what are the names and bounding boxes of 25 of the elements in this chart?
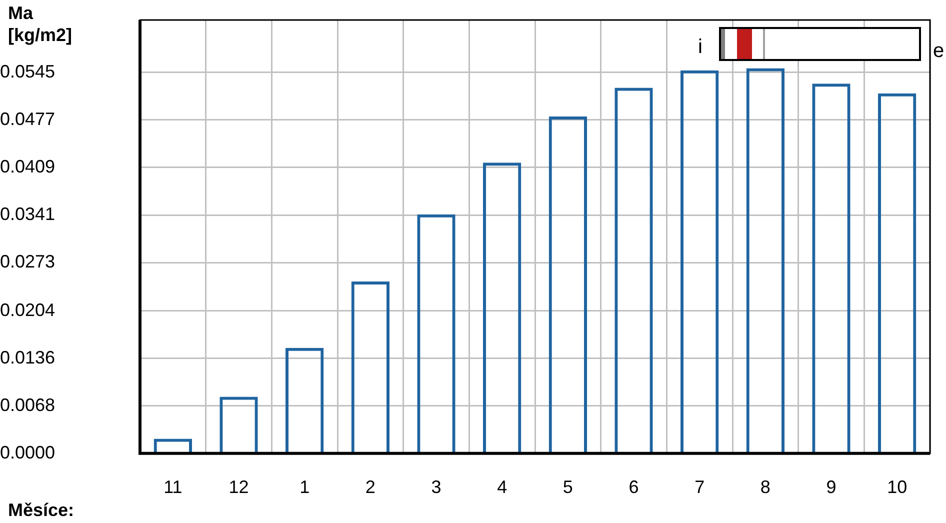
x-tick-label: 9 [826, 477, 836, 498]
x-tick-label: 11 [164, 477, 182, 498]
x-tick-label: 4 [497, 477, 508, 498]
y-tick-label: 0.0204 [0, 300, 56, 320]
x-tick-label: 1 [300, 477, 310, 498]
y-tick-label: 0.0409 [0, 156, 56, 176]
y-tick-label: 0.0341 [0, 204, 56, 224]
y-axis-title: Ma [kg/m2] [8, 2, 72, 46]
y-tick-label: 0.0000 [0, 442, 56, 462]
annotation: i [698, 36, 702, 59]
x-tick-label: 3 [431, 477, 442, 498]
x-tick-label: 7 [694, 477, 705, 498]
x-tick-label: 6 [628, 477, 639, 498]
x-tick-label: 10 [887, 477, 908, 498]
y-tick-label: 0.0545 [0, 61, 56, 82]
y-tick-label: 0.0136 [0, 347, 56, 368]
y-tick-label: 0.0273 [0, 252, 56, 272]
x-tick-label: 12 [228, 477, 249, 498]
text: e [933, 40, 944, 63]
x-axis-title: Měsíce: [8, 499, 74, 521]
x-tick-label: 2 [365, 477, 376, 498]
x-tick-label: 8 [760, 477, 770, 498]
y-tick-label: 0.0477 [0, 108, 56, 129]
y-tick-label: 0.0068 [0, 394, 56, 415]
x-tick-label: 5 [562, 477, 573, 498]
